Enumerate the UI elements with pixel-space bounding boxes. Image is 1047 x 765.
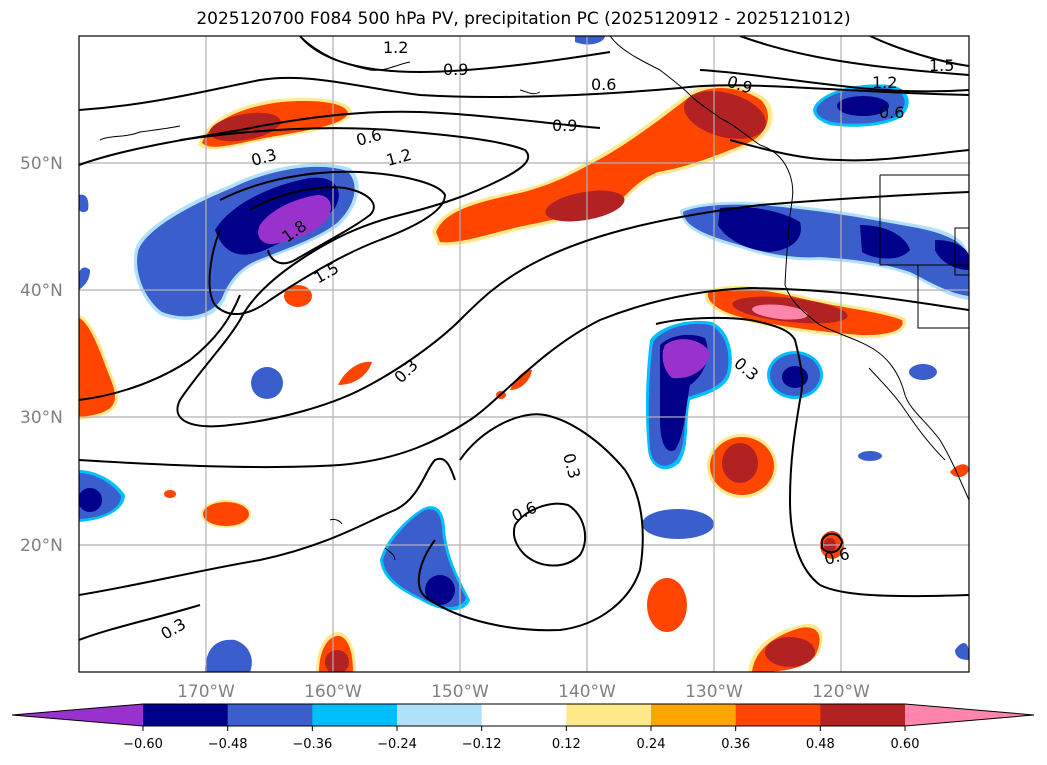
lat-label-20n: 20°N xyxy=(20,536,63,556)
colorbar-tick-label: 0.60 xyxy=(891,737,920,752)
colorbar-tick-label: −0.24 xyxy=(377,737,417,752)
lon-label-130w: 130°W xyxy=(685,682,743,702)
coastlines xyxy=(99,36,969,561)
map-title: 2025120700 F084 500 hPa PV, precipitatio… xyxy=(196,9,851,29)
contour-label: 1.2 xyxy=(383,38,408,57)
latitude-labels: 50°N 40°N 30°N 20°N xyxy=(20,154,63,556)
colorbar-tick-label: 0.12 xyxy=(552,737,581,752)
colorbar-tick-label: −0.60 xyxy=(123,737,163,752)
graticule xyxy=(79,36,969,672)
colorbar-segment xyxy=(397,704,483,726)
colorbar-tick-label: 0.48 xyxy=(806,737,835,752)
colorbar-segment xyxy=(566,704,652,726)
lat-label-50n: 50°N xyxy=(20,154,63,174)
colorbar-tick-label: 0.36 xyxy=(721,737,750,752)
colorbar-extend-high xyxy=(905,704,1034,726)
lon-label-140w: 140°W xyxy=(558,682,616,702)
contour-label: 0.6 xyxy=(879,103,904,122)
lon-label-170w: 170°W xyxy=(177,682,235,702)
pv-contours xyxy=(79,36,969,641)
contour-label: 1.2 xyxy=(872,73,897,92)
colorbar-tick-label: −0.36 xyxy=(292,737,332,752)
colorbar-segment xyxy=(312,704,398,726)
contour-label: 0.6 xyxy=(591,75,616,94)
colorbar-segment xyxy=(651,704,737,726)
lon-label-160w: 160°W xyxy=(304,682,362,702)
map-panel xyxy=(79,36,969,672)
precip-negative-areas xyxy=(79,36,969,672)
contour-label: 1.5 xyxy=(929,56,954,75)
lon-label-120w: 120°W xyxy=(812,682,870,702)
colorbar-segment xyxy=(481,704,567,726)
lat-label-30n: 30°N xyxy=(20,408,63,428)
lon-label-150w: 150°W xyxy=(431,682,489,702)
colorbar: −0.60 −0.48 −0.36 −0.24 −0.12 0.12 0.24 0.36 0.4… xyxy=(11,703,1035,752)
colorbar-extend-low xyxy=(12,704,143,726)
colorbar-tick-label: −0.12 xyxy=(462,737,502,752)
colorbar-segment xyxy=(227,704,313,726)
lat-label-40n: 40°N xyxy=(20,281,63,301)
contour-label: 0.9 xyxy=(552,116,577,135)
map-frame xyxy=(78,35,970,673)
colorbar-segment xyxy=(820,704,906,726)
colorbar-segment xyxy=(143,704,229,726)
colorbar-tick-label: −0.48 xyxy=(208,737,248,752)
contour-label: 0.9 xyxy=(443,60,468,79)
colorbar-tick-label: 0.24 xyxy=(637,737,666,752)
colorbar-segment xyxy=(735,704,821,726)
longitude-labels: 170°W 160°W 150°W 140°W 130°W 120°W xyxy=(177,682,870,702)
